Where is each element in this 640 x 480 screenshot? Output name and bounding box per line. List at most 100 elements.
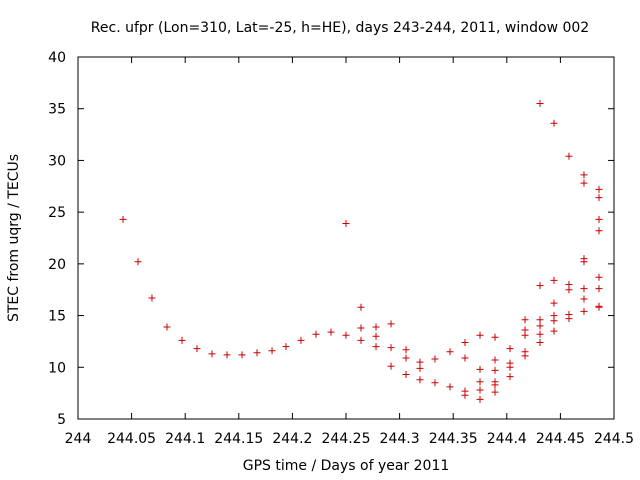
- data-points: [119, 100, 603, 403]
- data-point: [550, 317, 558, 325]
- x-tick-label: 244.4: [487, 431, 527, 447]
- data-point: [402, 346, 410, 354]
- x-axis-label: GPS time / Days of year 2011: [243, 458, 450, 474]
- data-point: [431, 379, 439, 387]
- x-tick-label: 244.3: [380, 431, 420, 447]
- data-point: [193, 345, 201, 353]
- data-point: [536, 100, 544, 108]
- x-tick-label: 244.5: [594, 431, 634, 447]
- data-point: [595, 303, 603, 311]
- data-point: [536, 322, 544, 330]
- data-point: [253, 349, 261, 357]
- data-point: [223, 351, 231, 359]
- data-point: [387, 320, 395, 328]
- data-point: [431, 355, 439, 363]
- data-point: [238, 351, 246, 359]
- data-point: [446, 383, 454, 391]
- data-point: [521, 331, 529, 339]
- y-axis-label: STEC from uqrg / TECUs: [6, 154, 22, 322]
- data-point: [536, 282, 544, 290]
- data-point: [550, 276, 558, 284]
- data-point: [282, 343, 290, 351]
- data-point: [372, 323, 380, 331]
- data-point: [372, 343, 380, 351]
- data-point: [580, 285, 588, 293]
- data-point: [119, 215, 127, 223]
- x-tick-label: 244.45: [536, 431, 585, 447]
- data-point: [476, 386, 484, 394]
- data-point: [565, 315, 573, 323]
- data-point: [491, 333, 499, 341]
- data-point: [595, 215, 603, 223]
- data-point: [565, 152, 573, 160]
- data-point: [476, 331, 484, 339]
- data-point: [491, 388, 499, 396]
- plot-frame: [77, 56, 615, 420]
- data-point: [521, 352, 529, 360]
- data-point: [416, 364, 424, 372]
- data-point: [327, 328, 335, 336]
- data-point: [595, 185, 603, 193]
- data-point: [342, 220, 350, 228]
- data-point: [312, 330, 320, 338]
- x-tick-label: 244.1: [165, 431, 205, 447]
- data-point: [595, 285, 603, 293]
- data-point: [491, 366, 499, 374]
- data-point: [536, 338, 544, 346]
- data-point: [550, 299, 558, 307]
- data-point: [521, 316, 529, 324]
- data-point: [416, 358, 424, 366]
- data-point: [476, 395, 484, 403]
- x-axis: 244 244.05 244.1 244.15 244.2 244.25 244.3 244.…: [65, 57, 634, 447]
- x-tick-label: 244.35: [429, 431, 478, 447]
- data-point: [342, 331, 350, 339]
- data-point: [357, 324, 365, 332]
- data-point: [536, 330, 544, 338]
- data-point: [134, 258, 142, 266]
- y-tick-label: 15: [48, 309, 66, 325]
- y-tick-label: 40: [48, 50, 66, 66]
- chart-title: Rec. ufpr (Lon=310, Lat=-25, h=HE), days…: [91, 20, 589, 36]
- y-tick-label: 35: [48, 102, 66, 118]
- data-point: [595, 194, 603, 202]
- y-tick-label: 25: [48, 205, 66, 221]
- x-tick-label: 244.05: [107, 431, 156, 447]
- data-point: [580, 295, 588, 303]
- data-point: [163, 323, 171, 331]
- data-point: [580, 258, 588, 266]
- data-point: [297, 336, 305, 344]
- x-tick-label: 244.2: [272, 431, 312, 447]
- data-point: [536, 316, 544, 324]
- data-point: [268, 347, 276, 355]
- data-point: [461, 354, 469, 362]
- data-point: [506, 373, 514, 381]
- data-point: [178, 336, 186, 344]
- data-point: [402, 354, 410, 362]
- data-point: [446, 348, 454, 356]
- x-tick-label: 244.25: [322, 431, 371, 447]
- data-point: [491, 356, 499, 364]
- data-point: [550, 327, 558, 335]
- x-tick-label: 244.15: [214, 431, 263, 447]
- data-point: [402, 371, 410, 379]
- data-point: [208, 350, 216, 358]
- data-point: [580, 179, 588, 187]
- y-tick-label: 10: [48, 360, 66, 376]
- data-point: [595, 273, 603, 281]
- data-point: [357, 303, 365, 311]
- data-point: [506, 363, 514, 371]
- data-point: [372, 332, 380, 340]
- y-tick-label: 5: [57, 412, 66, 428]
- data-point: [416, 376, 424, 384]
- data-point: [476, 378, 484, 386]
- data-point: [491, 381, 499, 389]
- y-tick-label: 30: [48, 153, 66, 169]
- data-point: [148, 294, 156, 302]
- data-point: [461, 338, 469, 346]
- data-point: [565, 286, 573, 294]
- data-point: [461, 391, 469, 399]
- data-point: [506, 345, 514, 353]
- data-point: [387, 344, 395, 352]
- data-point: [387, 362, 395, 370]
